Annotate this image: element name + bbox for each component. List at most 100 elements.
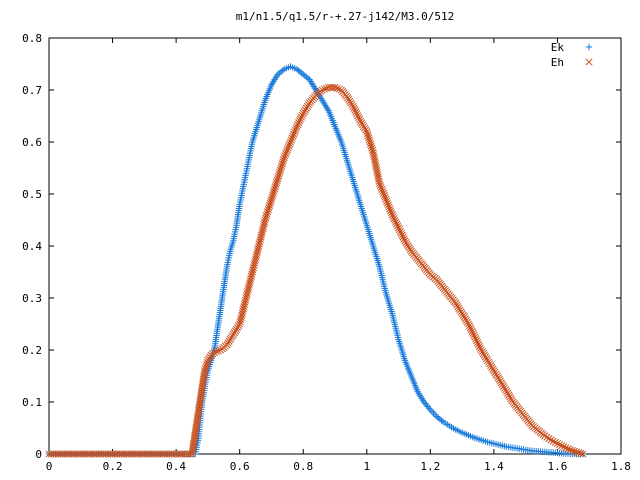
data-point: [367, 142, 375, 150]
data-point: [251, 257, 259, 265]
data-point: [288, 134, 296, 142]
data-point: [262, 212, 270, 220]
data-point: [381, 193, 389, 201]
data-point: [286, 140, 294, 148]
y-tick-label: 0.8: [22, 32, 42, 45]
data-point: [203, 358, 211, 367]
data-point: [390, 214, 398, 223]
data-point: [252, 255, 260, 263]
data-point: [373, 166, 381, 174]
data-point: [281, 152, 289, 160]
data-point: [322, 84, 331, 92]
data-point: [276, 168, 284, 176]
data-point: [367, 140, 375, 148]
data-point: [570, 447, 578, 455]
data-point: [351, 106, 359, 114]
data-point: [466, 324, 474, 332]
data-point: [270, 187, 278, 195]
data-point: [286, 138, 295, 146]
data-point: [363, 128, 371, 136]
data-point: [267, 197, 275, 205]
data-point: [269, 189, 277, 197]
data-point: [399, 233, 407, 241]
data-point: [269, 191, 277, 199]
y-tick-label: 0.3: [22, 292, 42, 305]
data-point: [553, 440, 561, 448]
data-point: [369, 148, 377, 156]
data-point: [364, 132, 372, 140]
data-point: [242, 292, 251, 300]
data-point: [246, 277, 254, 285]
data-point: [556, 441, 564, 449]
data-point: [472, 335, 480, 343]
y-tick-label: 0: [35, 448, 42, 461]
data-point: [241, 296, 250, 304]
data-point: [398, 231, 406, 239]
data-points: [45, 63, 587, 458]
data-point: [383, 197, 391, 205]
data-point: [465, 322, 473, 330]
data-point: [237, 316, 245, 324]
data-point: [259, 222, 268, 231]
data-point: [376, 181, 384, 190]
data-point: [383, 199, 391, 207]
data-point: [257, 231, 265, 239]
series-eh: [45, 83, 587, 458]
data-point: [379, 187, 387, 195]
data-point: [265, 201, 274, 209]
data-point: [297, 113, 305, 121]
data-point: [255, 240, 263, 248]
data-point: [363, 130, 371, 138]
data-point: [577, 449, 585, 457]
data-point: [214, 347, 223, 355]
series-ek: [45, 63, 587, 458]
data-point: [250, 259, 259, 267]
data-point: [265, 203, 273, 212]
data-point: [210, 349, 218, 357]
data-point: [275, 170, 283, 178]
data-point: [282, 148, 291, 156]
data-point: [250, 261, 258, 270]
data-point: [428, 408, 436, 415]
data-point: [579, 450, 587, 458]
data-point: [471, 333, 479, 341]
data-point: [247, 272, 255, 280]
data-point: [476, 344, 484, 352]
y-tick-label: 0.6: [22, 136, 42, 149]
legend-label-eh: Eh: [551, 56, 564, 69]
data-point: [212, 348, 220, 356]
data-point: [388, 211, 396, 219]
data-point: [370, 153, 378, 161]
data-point: [243, 290, 251, 298]
data-point: [274, 174, 282, 182]
data-point: [271, 183, 279, 191]
data-point: [391, 216, 399, 224]
data-point: [353, 110, 361, 118]
y-tick-label: 0.7: [22, 84, 42, 97]
data-point: [290, 128, 299, 136]
data-point: [276, 166, 284, 174]
data-point: [572, 448, 581, 456]
data-point: [541, 432, 549, 440]
legend-marker-ek: [585, 43, 593, 51]
data-point: [392, 218, 400, 226]
data-point: [331, 83, 339, 91]
data-point: [296, 117, 304, 125]
data-point: [469, 329, 477, 337]
data-point: [431, 411, 439, 419]
data-point: [560, 443, 568, 451]
data-point: [430, 409, 437, 417]
data-point: [255, 242, 263, 250]
data-point: [264, 206, 272, 214]
data-point: [237, 313, 245, 322]
x-tick-label: 0.6: [230, 460, 250, 473]
data-point: [470, 331, 478, 339]
data-point: [278, 162, 286, 170]
legend: Ek Eh: [551, 41, 593, 69]
data-point: [385, 203, 393, 211]
data-point: [304, 75, 312, 82]
data-point: [395, 224, 403, 232]
data-point: [279, 67, 286, 74]
data-point: [254, 246, 262, 254]
x-tick-label: 0: [46, 460, 53, 473]
